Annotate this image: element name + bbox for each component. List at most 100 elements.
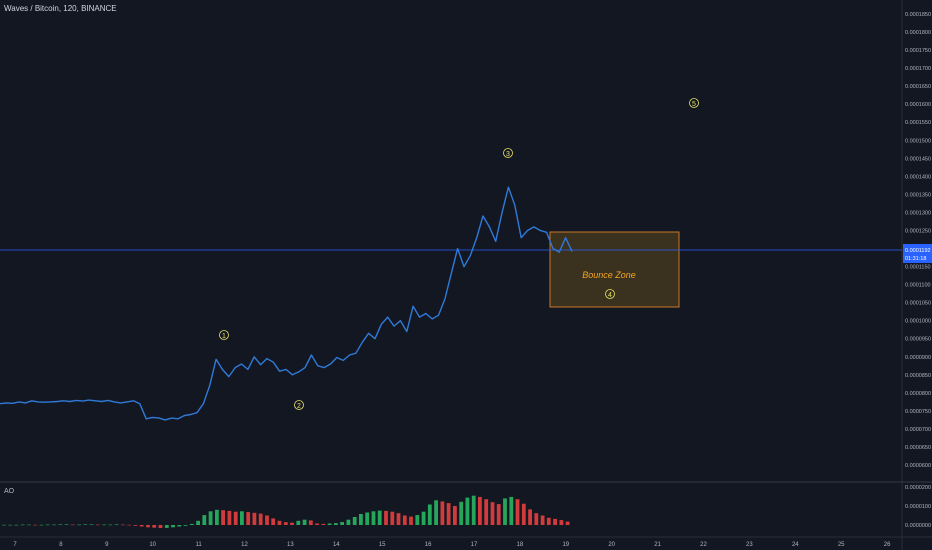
bar-countdown: 01:31:18	[905, 256, 926, 262]
ao-bar	[390, 511, 395, 525]
price-tick-label: 0.0001850	[905, 12, 931, 18]
ao-bar	[158, 525, 163, 528]
ao-bar	[83, 524, 88, 525]
price-tick-label: 0.0001800	[905, 30, 931, 36]
wave-marker-2-circle	[294, 400, 304, 410]
ao-tick-label: 0.0000200	[905, 485, 931, 491]
ao-bar	[340, 522, 344, 525]
ao-bar	[246, 512, 251, 525]
time-tick-label: 24	[792, 542, 799, 548]
wave-marker-2-label: 2	[297, 403, 301, 410]
ao-bar	[484, 499, 489, 525]
wave-marker-3-circle	[503, 148, 513, 158]
ao-bar	[308, 520, 313, 525]
price-tick-label: 0.0000950	[905, 337, 931, 343]
price-tick-label: 0.0000750	[905, 409, 931, 415]
ao-bar	[33, 524, 38, 526]
ao-bar	[202, 515, 207, 525]
ao-bar	[89, 524, 94, 525]
ao-bar	[133, 525, 138, 526]
ao-bar	[70, 524, 75, 526]
time-tick-label: 11	[195, 542, 202, 548]
time-axis[interactable]: 7 8 9 10 11 12 13 14 15 16 17 18 19 20 21 22 23 24 25 26	[13, 542, 891, 548]
wave-marker-4[interactable]: 4	[605, 289, 615, 300]
ao-bar	[528, 509, 532, 525]
ao-bar	[108, 524, 113, 526]
ao-bar	[559, 520, 564, 525]
time-tick-label: 12	[241, 542, 248, 548]
price-tick-label: 0.0001700	[905, 66, 931, 72]
last-price-badge	[903, 244, 932, 263]
price-axis[interactable]: 0.0001850 0.0001800 0.0001750 0.0001700 0.00…	[905, 12, 931, 469]
wave-marker-5[interactable]: 5	[689, 98, 699, 109]
price-tick-label: 0.0001450	[905, 156, 931, 162]
ao-bar	[183, 525, 188, 526]
ao-bar	[427, 504, 432, 525]
ao-bar	[459, 501, 464, 525]
ao-bar	[271, 518, 276, 525]
ao-bar	[496, 504, 501, 525]
ao-bar	[283, 522, 288, 525]
ao-bar	[152, 525, 157, 528]
ao-bar	[258, 513, 263, 525]
ao-bar	[509, 496, 514, 525]
wave-marker-5-label: 5	[692, 101, 696, 108]
time-tick-label: 14	[333, 542, 340, 548]
ao-bar	[453, 506, 457, 525]
ao-bar	[471, 495, 476, 525]
price-tick-label: 0.0001300	[905, 210, 931, 216]
ao-bar	[277, 520, 282, 525]
ao-bar	[127, 524, 132, 526]
ao-bar	[121, 524, 125, 526]
wave-marker-4-circle	[605, 289, 615, 299]
ao-bar	[215, 509, 219, 525]
ao-bar	[8, 524, 13, 526]
ao-bar	[315, 523, 319, 525]
price-tick-label: 0.0001150	[905, 265, 931, 271]
ao-bar	[208, 511, 213, 525]
ao-bar	[446, 503, 451, 525]
ao-indicator-label[interactable]: AO	[4, 488, 15, 495]
ao-bar	[490, 502, 495, 525]
time-tick-label: 25	[838, 542, 845, 548]
ao-bar	[58, 524, 63, 525]
ao-bar	[52, 524, 56, 526]
ao-bar	[302, 519, 307, 525]
price-tick-label: 0.0001650	[905, 84, 931, 90]
ao-bar	[334, 523, 338, 525]
ao-bar	[252, 512, 257, 525]
time-tick-label: 15	[379, 542, 386, 548]
price-tick-label: 0.0000800	[905, 391, 931, 397]
ao-bar	[371, 511, 376, 525]
ao-bar	[290, 522, 294, 525]
ao-bar	[265, 515, 269, 525]
price-tick-label: 0.0001050	[905, 301, 931, 307]
ao-bar	[139, 525, 144, 527]
ao-bar	[77, 524, 81, 526]
ao-bar	[465, 497, 470, 525]
ao-bar	[377, 510, 382, 525]
ao-axis[interactable]: 0.0000200 0.0000100 0.0000000	[905, 485, 931, 529]
price-tick-label: 0.0000900	[905, 355, 931, 361]
ao-bar	[96, 524, 100, 526]
time-tick-label: 23	[746, 542, 753, 548]
ao-bar	[478, 496, 482, 525]
symbol-title[interactable]: Waves / Bitcoin, 120, BINANCE	[4, 4, 117, 13]
price-tick-label: 0.0001350	[905, 192, 931, 198]
ao-bar	[565, 521, 570, 525]
wave-marker-1[interactable]: 1	[219, 330, 229, 341]
ao-tick-label: 0.0000100	[905, 504, 931, 510]
ao-bar	[346, 519, 351, 525]
wave-marker-3[interactable]: 3	[503, 148, 513, 159]
ao-bar	[384, 510, 388, 525]
time-tick-label: 21	[654, 542, 661, 548]
ao-tick-label: 0.0000000	[905, 523, 931, 529]
ao-bar	[221, 510, 225, 525]
wave-marker-2[interactable]: 2	[294, 400, 304, 411]
ao-bar	[171, 525, 175, 528]
price-tick-label: 0.0000650	[905, 445, 931, 451]
ao-bar	[434, 500, 438, 525]
wave-marker-1-circle	[219, 330, 229, 340]
time-tick-label: 19	[562, 542, 569, 548]
